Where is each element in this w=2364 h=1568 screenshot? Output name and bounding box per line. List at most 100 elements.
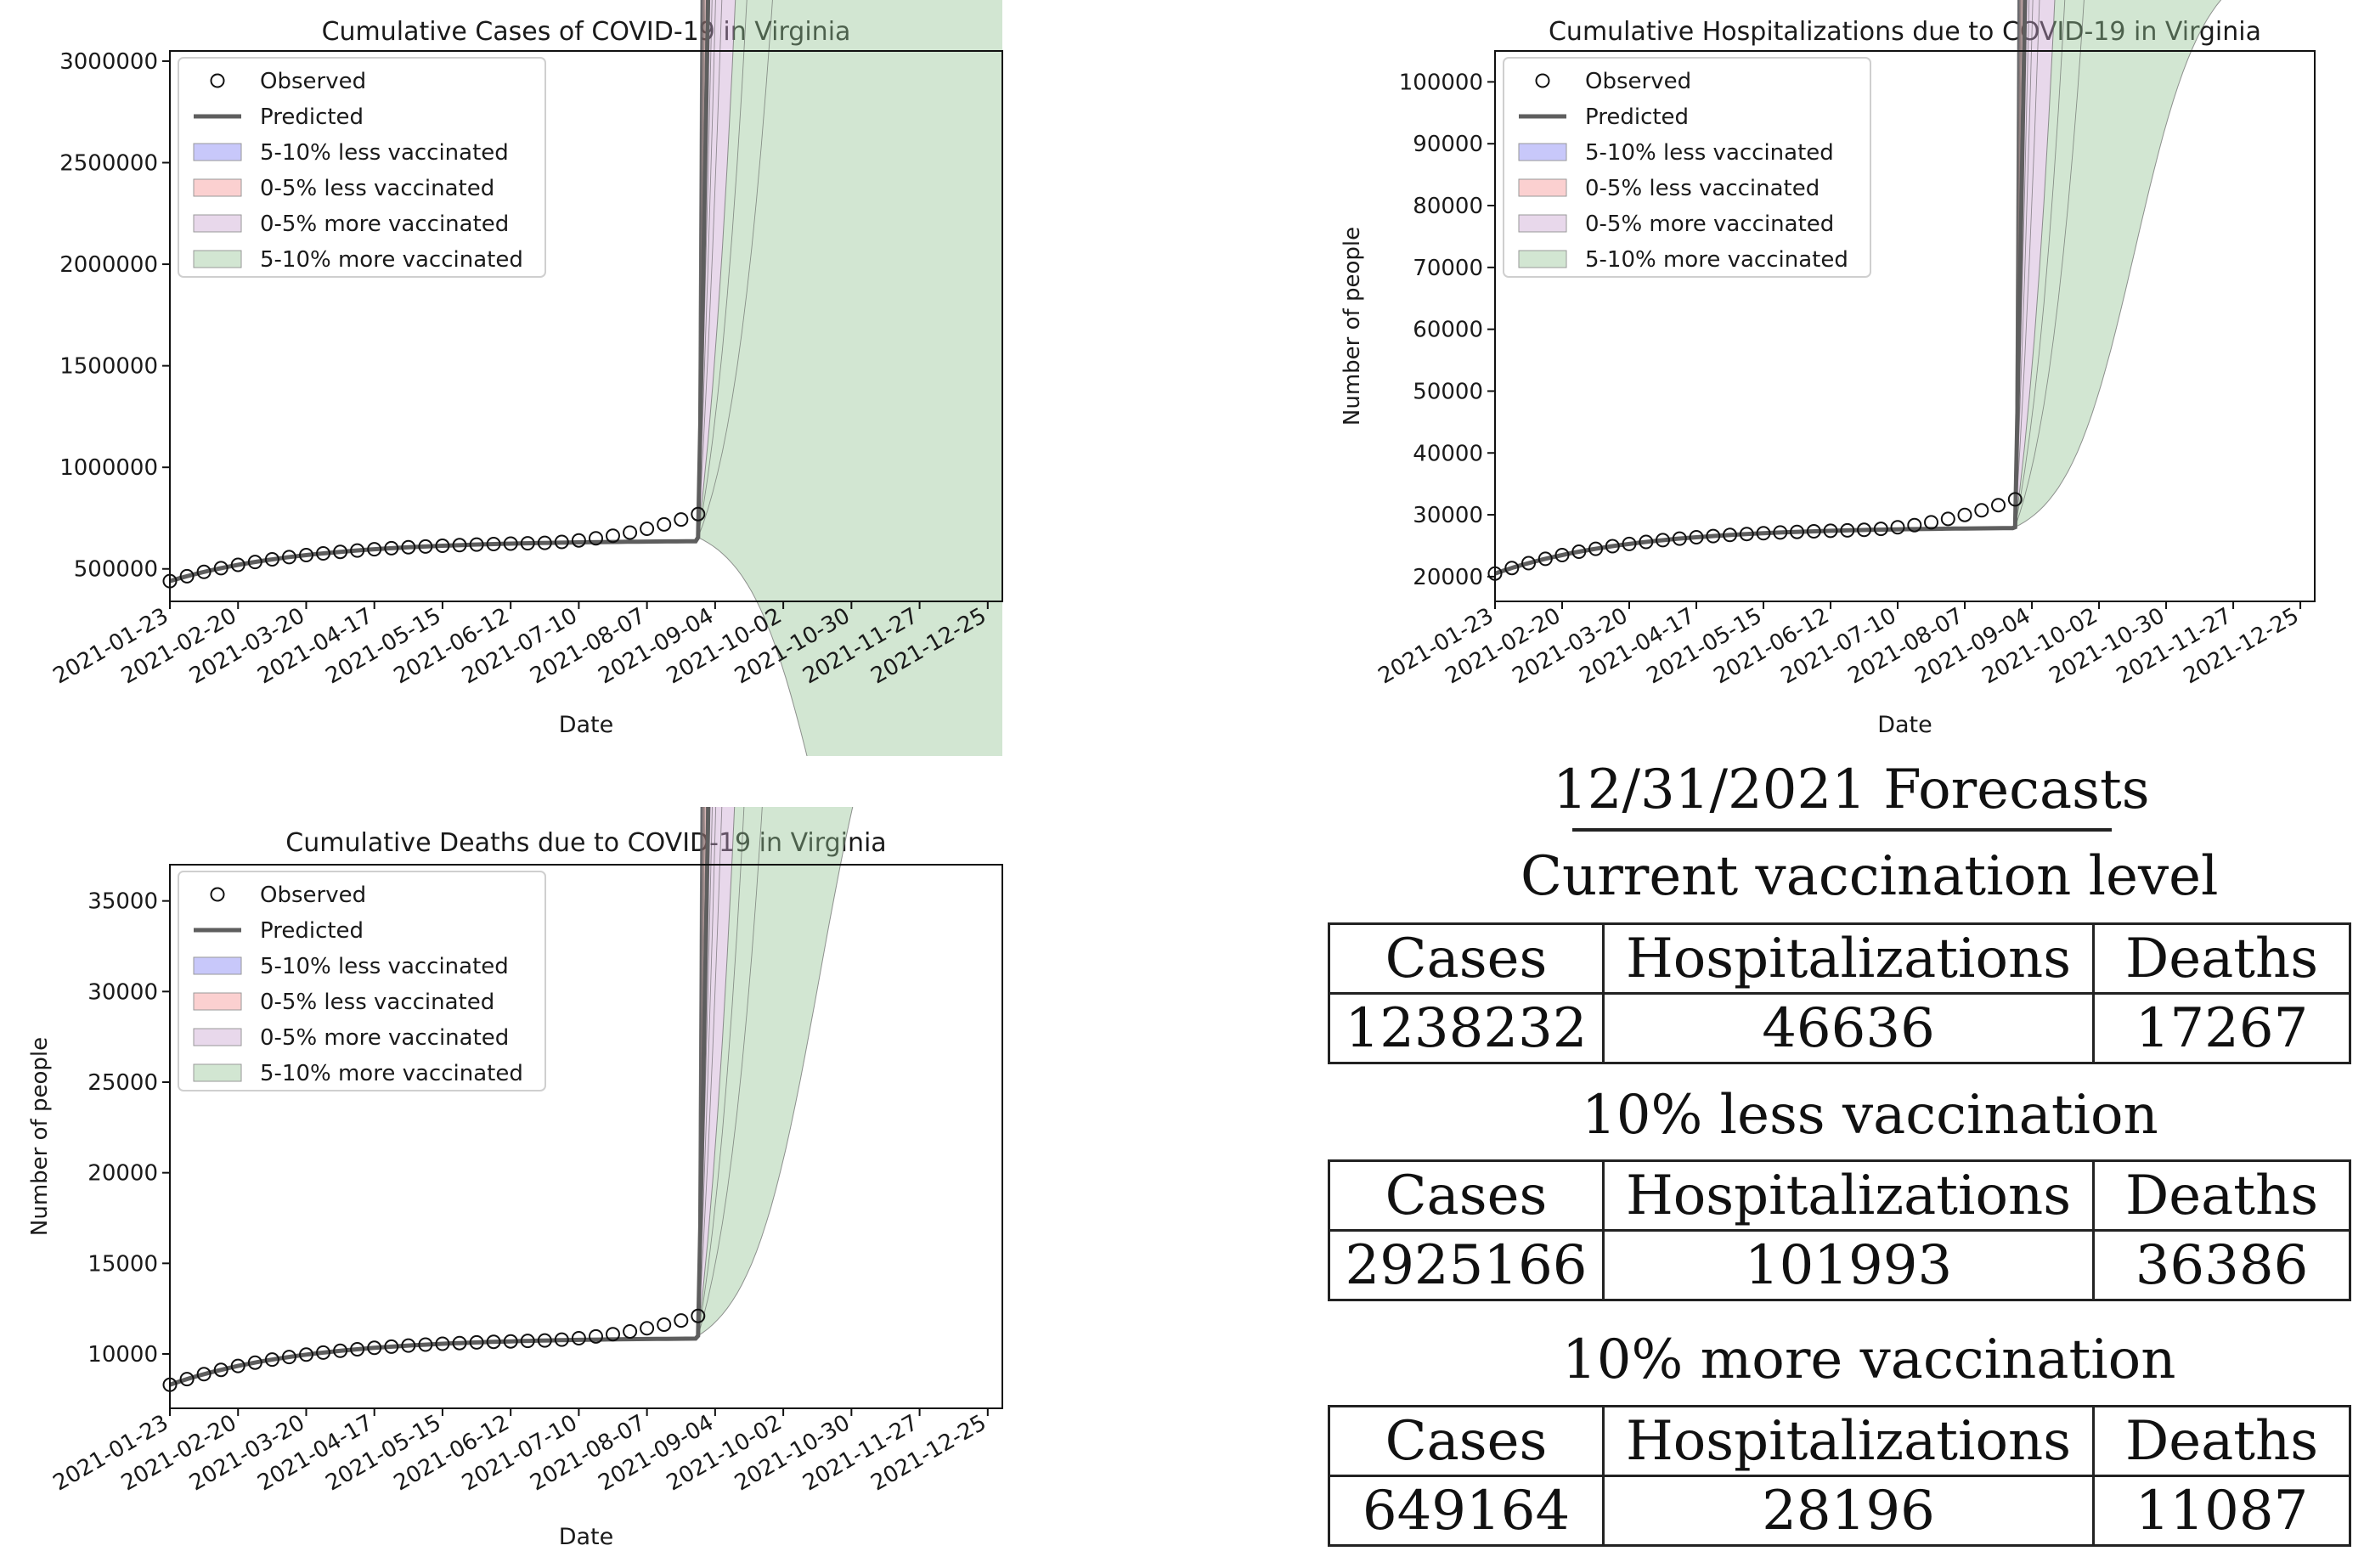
y-tick-label: 20000 — [1413, 565, 1483, 590]
section-title-more: 10% more vaccination — [1562, 1328, 2176, 1391]
observed-point — [316, 546, 330, 561]
observed-point — [469, 537, 484, 552]
observed-point — [503, 536, 518, 551]
legend-observed-marker — [210, 73, 225, 88]
value-cases: 2925166 — [1328, 1229, 1605, 1301]
observed-point — [264, 552, 279, 567]
legend-label: 5-10% more vaccinated — [1585, 247, 1848, 273]
chart-title: Cumulative Hospitalizations due to COVID… — [1549, 17, 2261, 47]
observed-point — [1940, 511, 1955, 527]
band-edge-line — [697, 537, 808, 756]
observed-point — [1907, 517, 1922, 533]
observed-point — [657, 516, 672, 532]
legend-label: 5-10% less vaccinated — [1585, 140, 1834, 166]
legend-observed-marker — [1535, 73, 1550, 88]
observed-point — [691, 506, 706, 522]
observed-point — [1739, 527, 1754, 542]
y-tick-label: 70000 — [1413, 256, 1483, 281]
legend-label: 0-5% less vaccinated — [260, 990, 494, 1015]
legend-swatch — [1518, 250, 1567, 268]
observed-point — [640, 522, 655, 536]
predicted-line — [169, 807, 711, 1387]
observed-point — [213, 1362, 229, 1378]
observed-point — [350, 1342, 365, 1356]
legend-swatch — [193, 956, 242, 975]
y-tick-label: 10000 — [87, 1342, 158, 1368]
observed-point — [537, 535, 552, 550]
observed-point — [247, 555, 262, 570]
y-tick-label: 1000000 — [59, 455, 158, 481]
observed-point — [1537, 551, 1553, 567]
observed-point — [1605, 539, 1620, 554]
observed-point — [418, 539, 433, 554]
observed-point — [520, 536, 535, 551]
observed-point — [196, 1367, 212, 1382]
scenario-line — [2014, 0, 2085, 527]
observed-point — [674, 1313, 689, 1328]
x-axis-label: Date — [559, 712, 614, 738]
predicted-line — [169, 0, 711, 584]
hospitalizations-chart: Cumulative Hospitalizations due to COVID… — [1340, 0, 2316, 738]
legend-label: 0-5% more vaccinated — [1585, 212, 1834, 237]
legend-box — [178, 871, 546, 1091]
value-deaths: 17267 — [2092, 992, 2351, 1064]
band-edge-line — [697, 807, 854, 1337]
header-deaths: Deaths — [2092, 1405, 2351, 1477]
cases-chart: Cumulative Cases of COVID-19 in Virginia… — [49, 0, 1003, 756]
observed-point — [691, 1308, 706, 1323]
observed-point — [1857, 522, 1871, 538]
value-deaths: 36386 — [2092, 1229, 2351, 1301]
observed-point — [589, 531, 603, 546]
table-row: 1238232 46636 17267 — [1328, 992, 2351, 1064]
observed-point — [1504, 561, 1520, 576]
observed-point — [2007, 492, 2023, 507]
y-tick-label: 100000 — [1399, 70, 1483, 95]
y-axis-label: Number of people — [1340, 227, 1365, 426]
observed-point — [384, 540, 399, 556]
observed-point — [213, 561, 229, 576]
y-tick-label: 90000 — [1413, 132, 1483, 157]
observed-point — [606, 1327, 620, 1342]
legend-label: Predicted — [1585, 104, 1689, 130]
observed-point — [1840, 522, 1855, 538]
observed-point — [623, 1324, 638, 1339]
observed-point — [179, 1372, 195, 1387]
observed-point — [623, 525, 638, 540]
observed-point — [401, 539, 416, 555]
legend-swatch — [193, 250, 242, 268]
forecast-table-more: Cases Hospitalizations Deaths 649164 281… — [1328, 1405, 2351, 1547]
legend-label: Observed — [260, 69, 366, 94]
legend-label: 0-5% more vaccinated — [260, 1025, 509, 1051]
observed-point — [435, 1336, 450, 1351]
y-tick-label: 40000 — [1413, 441, 1483, 466]
legend-swatch — [193, 143, 242, 161]
legend-swatch — [193, 178, 242, 197]
axes-frame — [1494, 50, 2316, 602]
y-tick-label: 30000 — [87, 979, 158, 1005]
table-header-row: Cases Hospitalizations Deaths — [1328, 1405, 2351, 1477]
observed-point — [554, 534, 569, 550]
observed-point — [333, 544, 348, 560]
axes-frame — [169, 50, 1003, 602]
legend-label: 5-10% more vaccinated — [260, 247, 523, 273]
y-axis-label: Number of people — [27, 1037, 53, 1236]
legend-label: Observed — [1585, 69, 1691, 94]
table-header-row: Cases Hospitalizations Deaths — [1328, 1159, 2351, 1232]
band-5-10-more-vaccinated — [2015, 0, 2221, 527]
axes-frame — [169, 864, 1003, 1409]
value-hospitalizations: 46636 — [1602, 992, 2095, 1064]
observed-point — [486, 537, 501, 551]
observed-point — [350, 543, 365, 558]
observed-point — [452, 1335, 467, 1351]
observed-point — [316, 1345, 330, 1360]
observed-point — [1790, 524, 1804, 539]
legend-label: 0-5% less vaccinated — [260, 176, 494, 201]
observed-point — [674, 512, 689, 527]
deaths-chart: Cumulative Deaths due to COVID-19 in Vir… — [27, 807, 1003, 1550]
observed-point — [1656, 533, 1670, 548]
legend-swatch — [193, 214, 242, 233]
legend-swatch — [1518, 178, 1567, 197]
legend-label: 5-10% less vaccinated — [260, 954, 509, 979]
table-row: 2925166 101993 36386 — [1328, 1229, 2351, 1301]
y-tick-label: 1500000 — [59, 354, 158, 380]
